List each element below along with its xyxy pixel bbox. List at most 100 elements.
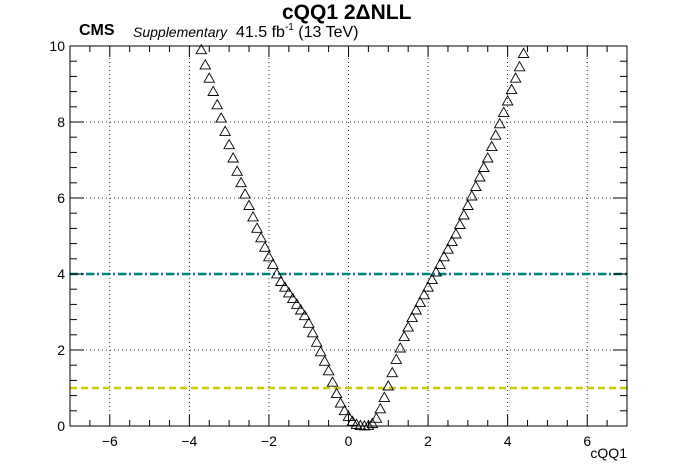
data-point: [501, 94, 514, 106]
data-point: [219, 125, 232, 136]
x-axis-title: cQQ1: [590, 445, 627, 461]
data-point: [382, 379, 395, 391]
data-point: [386, 366, 399, 378]
data-point: [247, 210, 259, 222]
data-point: [366, 417, 379, 429]
data-point: [330, 387, 343, 399]
data-point: [362, 419, 375, 430]
data-point: [477, 161, 490, 172]
y-tick-label: 0: [57, 418, 65, 434]
y-tick-label: 10: [49, 38, 65, 54]
data-point: [438, 250, 450, 262]
scatter-series: [195, 43, 530, 431]
data-point: [410, 303, 423, 315]
y-tick-label: 8: [57, 114, 65, 130]
x-tick-label: 0: [345, 433, 353, 449]
x-tick-label: 4: [504, 433, 512, 449]
data-point: [505, 83, 518, 95]
data-point: [422, 281, 435, 292]
data-point: [215, 112, 228, 123]
data-point: [489, 129, 502, 140]
data-point: [461, 199, 474, 210]
data-point: [430, 265, 443, 277]
data-point: [306, 326, 319, 338]
data-point: [326, 376, 339, 387]
data-point: [298, 309, 311, 321]
tick-labels: −6 −4 −2 0 2 4 6 0 2 4 6 8 10: [49, 38, 591, 449]
data-point: [251, 222, 263, 233]
data-point: [406, 311, 419, 323]
data-point: [485, 140, 498, 152]
data-point: [199, 58, 212, 70]
y-tick-label: 6: [57, 190, 65, 206]
data-point: [258, 241, 271, 252]
luminosity-label: 41.5 fb-1 (13 TeV): [236, 22, 358, 42]
data-point: [270, 267, 283, 279]
energy-label: (13 TeV): [298, 24, 359, 41]
data-point: [254, 231, 267, 243]
data-point: [274, 275, 287, 286]
data-point: [374, 402, 387, 414]
x-tick-label: −4: [181, 433, 197, 449]
data-point: [302, 317, 315, 328]
data-point: [211, 98, 224, 110]
data-point: [318, 355, 331, 366]
data-point: [223, 138, 236, 150]
data-point: [418, 288, 431, 300]
data-point: [414, 296, 427, 307]
data-point: [469, 180, 482, 191]
data-point: [239, 188, 252, 199]
data-point: [465, 189, 478, 201]
data-point: [314, 345, 327, 357]
data-point: [231, 165, 244, 176]
data-point: [207, 85, 220, 96]
data-point: [481, 151, 494, 163]
data-point: [243, 199, 256, 210]
data-point: [398, 330, 411, 342]
luminosity-exponent: -1: [284, 22, 294, 33]
data-point: [449, 227, 462, 239]
y-tick-label: 2: [57, 342, 65, 358]
x-tick-label: 6: [583, 433, 591, 449]
data-point: [262, 250, 275, 262]
data-point: [370, 412, 383, 423]
data-point: [278, 281, 291, 292]
data-point: [203, 72, 216, 83]
reference-lines: [70, 272, 627, 390]
data-point: [517, 47, 530, 58]
data-point: [473, 170, 486, 182]
x-tick-label: −2: [261, 433, 277, 449]
data-point: [493, 117, 506, 129]
data-point: [294, 303, 307, 315]
data-point: [310, 336, 323, 347]
chart-title: cQQ1 2ΔNLL: [282, 1, 412, 24]
data-point: [426, 273, 439, 285]
data-point: [227, 151, 240, 163]
experiment-label: CMS: [79, 22, 115, 39]
data-point: [235, 176, 248, 188]
data-point: [457, 208, 470, 220]
data-point: [334, 397, 347, 408]
x-tick-label: −6: [102, 433, 118, 449]
data-point: [350, 418, 363, 429]
data-point: [338, 404, 351, 416]
data-point: [195, 43, 208, 55]
axis-ticks: [69, 45, 628, 427]
data-point: [513, 60, 526, 72]
data-point: [390, 353, 403, 364]
data-point: [282, 286, 295, 298]
data-point: [453, 218, 466, 229]
grid: [70, 46, 627, 426]
data-point: [322, 364, 335, 376]
luminosity-value: 41.5 fb: [236, 24, 285, 41]
data-point: [402, 321, 415, 332]
data-point: [445, 235, 458, 247]
data-point: [394, 341, 407, 353]
data-point: [378, 391, 391, 402]
x-tick-label: 2: [424, 433, 432, 449]
y-tick-label: 4: [57, 266, 65, 282]
status-label: Supplementary: [133, 24, 228, 40]
data-point: [290, 298, 303, 309]
